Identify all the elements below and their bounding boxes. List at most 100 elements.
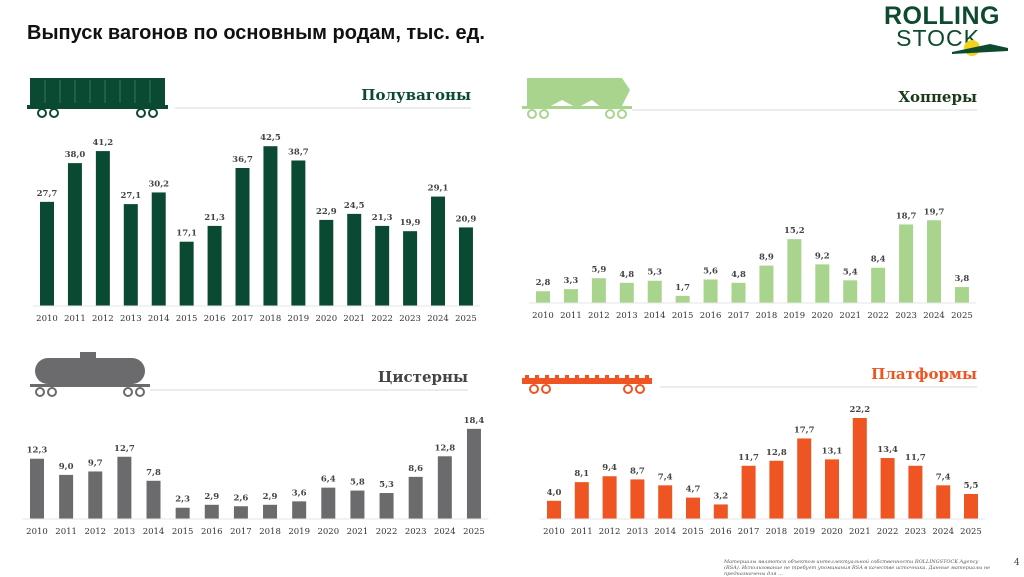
x-tick-label: 2013: [616, 311, 638, 321]
x-tick-label: 2022: [877, 527, 899, 537]
bar-2020: [321, 487, 336, 519]
bar-2012: [95, 151, 110, 306]
x-tick-label: 2023: [905, 527, 927, 537]
x-tick-label: 2010: [543, 527, 565, 537]
chart-title: Полувагоны: [361, 86, 471, 104]
value-label: 7,4: [658, 472, 673, 482]
x-tick-label: 2025: [960, 527, 982, 537]
value-label: 38,7: [288, 147, 309, 157]
value-label: 8,9: [759, 253, 774, 263]
x-tick-label: 2021: [839, 311, 861, 321]
value-label: 9,0: [59, 462, 74, 472]
x-tick-label: 2021: [343, 314, 365, 324]
bar-2018: [263, 504, 278, 519]
x-tick-label: 2016: [204, 314, 226, 324]
x-tick-label: 2012: [92, 314, 114, 324]
bar-2024: [936, 485, 951, 519]
x-tick-label: 2011: [64, 314, 86, 324]
x-tick-label: 2024: [427, 314, 449, 324]
value-label: 3,6: [292, 488, 307, 498]
bar-2014: [146, 480, 161, 519]
bar-2018: [769, 460, 784, 519]
x-tick-label: 2022: [376, 527, 398, 537]
bar-2022: [880, 458, 895, 519]
bar-2017: [731, 282, 746, 303]
bar-2016: [207, 225, 222, 306]
value-label: 2,8: [536, 278, 551, 288]
value-label: 30,2: [148, 179, 169, 189]
bar-2016: [204, 504, 219, 519]
chart-hopper: Хопперы 2,8 2010 3,3 2011 5,9 2012 4,8 2013 5,3 20…: [522, 78, 977, 321]
x-tick-label: 2020: [317, 527, 339, 537]
bar-2021: [350, 490, 365, 519]
bar-2018: [263, 146, 278, 306]
x-tick-label: 2015: [672, 311, 694, 321]
chart-title: Цистерны: [378, 368, 468, 386]
bar-2025: [466, 428, 481, 519]
x-tick-label: 2018: [259, 527, 281, 537]
x-tick-label: 2012: [588, 311, 610, 321]
bar-2017: [741, 465, 756, 519]
x-tick-label: 2019: [288, 314, 310, 324]
bar-2015: [686, 497, 700, 519]
bar-2010: [30, 458, 44, 519]
bar-2025: [458, 227, 473, 306]
x-tick-label: 2016: [700, 311, 722, 321]
x-tick-label: 2020: [315, 314, 337, 324]
value-label: 42,5: [260, 133, 281, 143]
x-tick-label: 2024: [434, 527, 456, 537]
value-label: 18,7: [896, 211, 917, 221]
bar-2011: [67, 163, 82, 306]
x-tick-label: 2024: [932, 527, 954, 537]
chart-platform: Платформы 4,0 2010 8,1 2011 9,4 2012 8,7 2013 7,4…: [522, 365, 985, 537]
bar-2020: [825, 459, 839, 519]
x-tick-label: 2017: [738, 527, 760, 537]
bar-2010: [40, 201, 54, 306]
x-tick-label: 2025: [463, 527, 485, 537]
x-tick-label: 2018: [756, 311, 778, 321]
x-tick-label: 2019: [784, 311, 806, 321]
tank-wagon-icon: [30, 352, 150, 397]
bar-2022: [379, 493, 394, 519]
bar-2020: [815, 264, 830, 303]
value-label: 3,2: [713, 491, 728, 501]
platform-wagon-icon: [522, 375, 652, 394]
value-label: 38,0: [65, 150, 86, 160]
x-tick-label: 2017: [230, 527, 252, 537]
bar-2023: [908, 465, 923, 519]
chart-title: Платформы: [871, 365, 977, 383]
x-tick-label: 2010: [532, 311, 554, 321]
x-tick-label: 2010: [36, 314, 58, 324]
value-label: 2,3: [175, 495, 190, 505]
value-label: 12,3: [27, 446, 48, 456]
bar-2014: [151, 192, 166, 306]
page-title: Выпуск вагонов по основным родам, тыс. е…: [27, 22, 485, 44]
x-tick-label: 2012: [84, 527, 106, 537]
value-label: 17,7: [794, 425, 815, 435]
bar-2017: [233, 506, 248, 519]
x-tick-label: 2017: [728, 311, 750, 321]
bar-2021: [347, 213, 362, 306]
value-label: 41,2: [93, 138, 114, 148]
x-tick-label: 2017: [232, 314, 254, 324]
value-label: 22,9: [316, 207, 337, 217]
bar-2013: [123, 204, 138, 306]
value-label: 18,4: [464, 416, 485, 426]
page-number: 4: [1014, 558, 1020, 568]
x-tick-label: 2015: [176, 314, 198, 324]
x-tick-label: 2025: [455, 314, 477, 324]
bar-2024: [431, 196, 446, 306]
x-tick-label: 2020: [811, 311, 833, 321]
value-label: 4,8: [731, 270, 746, 280]
value-label: 11,7: [905, 453, 926, 463]
x-tick-label: 2014: [148, 314, 170, 324]
value-label: 17,1: [176, 229, 197, 239]
bar-2023: [408, 476, 423, 519]
value-label: 9,2: [815, 251, 830, 261]
bar-2015: [675, 295, 690, 303]
bar-2018: [759, 265, 774, 303]
bar-2010: [547, 500, 561, 519]
x-tick-label: 2023: [399, 314, 421, 324]
hopper-wagon-icon: [522, 78, 632, 119]
